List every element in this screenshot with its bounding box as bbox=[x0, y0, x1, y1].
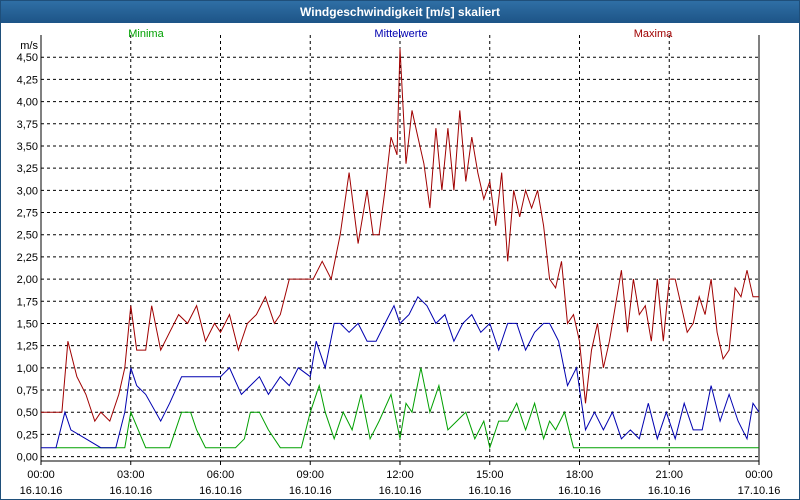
y-tick-label: 3,75 bbox=[17, 119, 38, 131]
y-tick-label: 1,25 bbox=[17, 341, 38, 353]
window-title: Windgeschwindigkeit [m/s] skaliert bbox=[1, 1, 799, 23]
wind-speed-chart: 0,00 0,25 0,50 0,75 1,00 1,25 1,50 1,75 2,00 2,25… bbox=[17, 28, 781, 497]
x-tick-date: 16.10.16 bbox=[20, 485, 63, 497]
y-tick-label: 4,25 bbox=[17, 74, 38, 86]
x-tick-time: 00:00 bbox=[745, 469, 773, 481]
x-tick-date: 17.10.16 bbox=[738, 485, 781, 497]
grid-lines bbox=[41, 35, 759, 461]
y-tick-label: 1,75 bbox=[17, 296, 38, 308]
x-tick-time: 06:00 bbox=[207, 469, 235, 481]
x-tick-date: 16.10.16 bbox=[199, 485, 242, 497]
y-tick-label: 0,00 bbox=[17, 452, 38, 464]
series-lines bbox=[41, 48, 760, 450]
y-tick-label: 4,00 bbox=[17, 97, 38, 109]
y-tick-label: 0,25 bbox=[17, 429, 38, 441]
y-tick-label: 3,50 bbox=[17, 141, 38, 153]
x-tick-time: 03:00 bbox=[117, 469, 145, 481]
x-tick-time: 18:00 bbox=[566, 469, 594, 481]
x-tick-date: 16.10.16 bbox=[109, 485, 152, 497]
y-tick-label: 2,25 bbox=[17, 252, 38, 264]
y-tick-label: 0,75 bbox=[17, 385, 38, 397]
y-tick-label: 1,00 bbox=[17, 363, 38, 375]
x-tick-date: 16.10.16 bbox=[648, 485, 691, 497]
y-axis: 0,00 0,25 0,50 0,75 1,00 1,25 1,50 1,75 2,00 2,25… bbox=[17, 40, 39, 464]
legend: Minima Mittelwerte Maxima bbox=[128, 28, 673, 40]
y-tick-label: 3,00 bbox=[17, 185, 38, 197]
y-tick-label: 3,25 bbox=[17, 163, 38, 175]
x-tick-time: 12:00 bbox=[386, 469, 414, 481]
x-tick-time: 21:00 bbox=[655, 469, 683, 481]
series-line-maxima bbox=[41, 48, 759, 423]
y-tick-label: 4,50 bbox=[17, 52, 38, 64]
x-tick-date: 16.10.16 bbox=[468, 485, 511, 497]
x-tick-time: 00:00 bbox=[27, 469, 55, 481]
x-tick-date: 16.10.16 bbox=[289, 485, 332, 497]
legend-maxima: Maxima bbox=[634, 28, 673, 40]
x-tick-time: 15:00 bbox=[476, 469, 504, 481]
legend-minima: Minima bbox=[128, 28, 164, 40]
series-line-minima bbox=[56, 367, 759, 450]
y-tick-label: 1,50 bbox=[17, 318, 38, 330]
y-tick-label: 2,75 bbox=[17, 208, 38, 220]
y-tick-label: 2,00 bbox=[17, 274, 38, 286]
x-axis: 00:00 16.10.16 03:00 16.10.16 06:00 16.10.16 0… bbox=[20, 461, 781, 497]
y-tick-label: 0,50 bbox=[17, 407, 38, 419]
series-line-mittelwerte bbox=[41, 295, 760, 449]
legend-mittelwerte: Mittelwerte bbox=[374, 28, 427, 40]
x-tick-time: 09:00 bbox=[296, 469, 324, 481]
y-tick-label: 2,50 bbox=[17, 230, 38, 242]
x-tick-date: 16.10.16 bbox=[379, 485, 422, 497]
y-axis-unit: m/s bbox=[20, 40, 38, 52]
x-tick-date: 16.10.16 bbox=[558, 485, 601, 497]
